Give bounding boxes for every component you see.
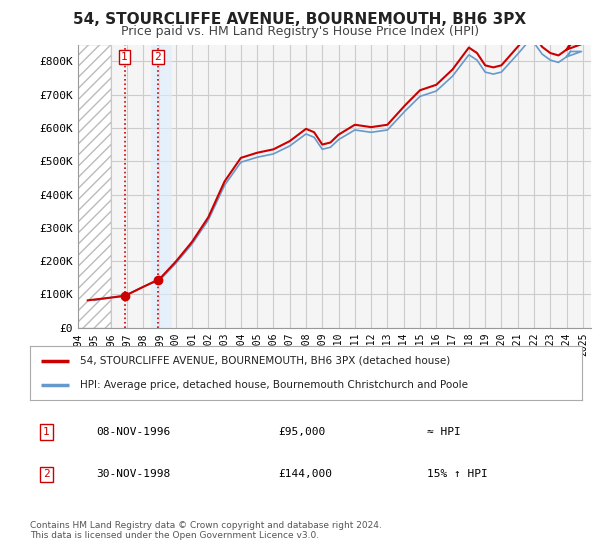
Text: HPI: Average price, detached house, Bournemouth Christchurch and Poole: HPI: Average price, detached house, Bour… [80, 380, 467, 390]
Text: 08-NOV-1996: 08-NOV-1996 [96, 427, 170, 437]
Text: 30-NOV-1998: 30-NOV-1998 [96, 469, 170, 479]
Text: 2: 2 [43, 469, 50, 479]
Text: £95,000: £95,000 [278, 427, 326, 437]
Bar [151, 45, 172, 328]
Bar [78, 45, 110, 328]
Text: 2: 2 [155, 52, 161, 62]
Text: 15% ↑ HPI: 15% ↑ HPI [427, 469, 488, 479]
Text: Contains HM Land Registry data © Crown copyright and database right 2024.
This d: Contains HM Land Registry data © Crown c… [30, 521, 382, 540]
Text: Price paid vs. HM Land Registry's House Price Index (HPI): Price paid vs. HM Land Registry's House … [121, 25, 479, 38]
Text: ≈ HPI: ≈ HPI [427, 427, 461, 437]
Text: 1: 1 [43, 427, 50, 437]
Text: £144,000: £144,000 [278, 469, 332, 479]
Text: 54, STOURCLIFFE AVENUE, BOURNEMOUTH, BH6 3PX (detached house): 54, STOURCLIFFE AVENUE, BOURNEMOUTH, BH6… [80, 356, 450, 366]
Text: 54, STOURCLIFFE AVENUE, BOURNEMOUTH, BH6 3PX: 54, STOURCLIFFE AVENUE, BOURNEMOUTH, BH6… [73, 12, 527, 27]
Text: 1: 1 [121, 52, 128, 62]
